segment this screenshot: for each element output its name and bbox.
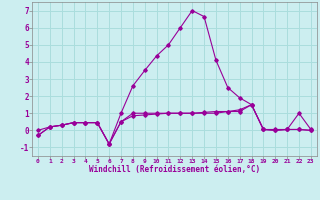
X-axis label: Windchill (Refroidissement éolien,°C): Windchill (Refroidissement éolien,°C) [89,165,260,174]
